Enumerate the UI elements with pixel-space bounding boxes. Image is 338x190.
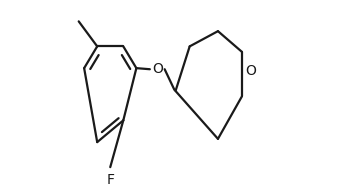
Text: F: F [106,173,114,187]
Text: O: O [153,62,164,76]
Text: O: O [245,64,256,78]
